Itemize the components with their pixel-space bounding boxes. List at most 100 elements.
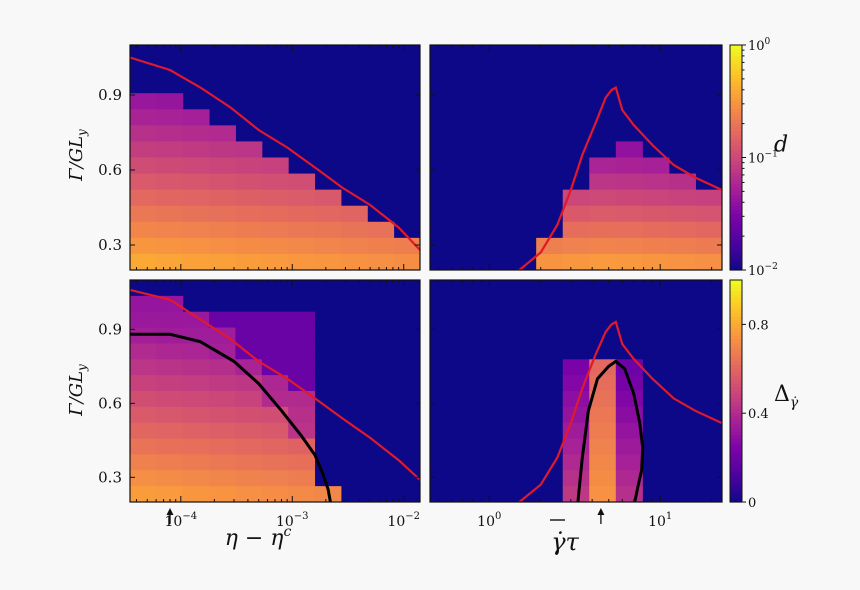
heat-cell [156, 237, 184, 255]
panel-top-right [429, 44, 723, 271]
heat-cell [288, 311, 316, 329]
heat-cell [209, 375, 236, 392]
colorbar-segment [730, 86, 742, 91]
heat-cell [156, 253, 184, 271]
heat-cell [182, 454, 210, 471]
colorbar-label: Δγ̇ [774, 382, 799, 411]
heat-cell [209, 422, 236, 440]
colorbar-segment [730, 127, 742, 132]
heat-cell [615, 253, 643, 271]
heat-cell [668, 189, 696, 207]
heat-cell [156, 109, 184, 126]
heat-cell [288, 470, 316, 487]
heat-cell [589, 359, 617, 376]
heat-cell [615, 422, 643, 440]
heat-cell [235, 454, 263, 471]
colorbar-segment [730, 453, 742, 459]
colorbar-segment [730, 123, 742, 129]
heat-cell [156, 189, 184, 207]
colorbar-segment [730, 195, 742, 200]
colorbar-segment [730, 391, 742, 396]
red-boundary-curve [518, 320, 723, 503]
heat-cell [130, 189, 157, 207]
colorbar-segment [730, 324, 742, 329]
colorbar-segment [730, 93, 742, 99]
heat-cell [209, 359, 236, 376]
heat-cell [130, 173, 157, 191]
heat-cell [589, 221, 617, 239]
colorbar-segment [730, 146, 742, 151]
heat-cell [314, 253, 342, 271]
heat-cell [615, 205, 643, 223]
heat-cell [288, 173, 316, 191]
colorbar-segment [730, 302, 742, 307]
xlabel-right: γ̇τ [550, 519, 580, 556]
heat-cell [156, 454, 184, 471]
colorbar-segment [730, 280, 742, 285]
colorbar-segment [730, 468, 742, 473]
heat-cell [235, 221, 263, 239]
colorbar-segment [730, 379, 742, 385]
colorbar-segment [730, 105, 742, 110]
heat-cell [130, 486, 157, 503]
colorbar-segment [730, 236, 742, 241]
x-tick-label: 10−4 [165, 511, 198, 530]
colorbar-tick-label: 10−2 [748, 262, 778, 279]
heat-cell [235, 157, 263, 175]
colorbar-segment [730, 490, 742, 496]
heat-cell [589, 406, 617, 424]
heat-cell [261, 189, 289, 207]
colorbar-segment [730, 476, 742, 481]
colorbar-tick-label: 0 [748, 496, 756, 511]
colorbar-segment [730, 262, 742, 267]
colorbar-segment [730, 494, 742, 499]
colorbar-segment [730, 210, 742, 215]
heat-cell [589, 253, 617, 271]
colorbar-segment [730, 309, 742, 314]
heat-cell [642, 253, 670, 271]
colorbar-segment [730, 168, 742, 174]
heat-cell [288, 221, 316, 239]
colorbar-segment [730, 409, 742, 414]
heat-cell [130, 109, 157, 126]
heat-cell [209, 253, 236, 271]
panel-bottom-right: 100 101 [429, 279, 723, 530]
colorbar-segment [730, 346, 742, 351]
heat-cell [182, 422, 210, 440]
colorbar-segment [730, 255, 742, 260]
red-boundary-curve [129, 56, 421, 251]
colorbar-segment [730, 402, 742, 407]
heat-cell [288, 391, 316, 408]
colorbar-segment [730, 342, 742, 348]
heat-cell [235, 173, 263, 191]
heat-cell [235, 253, 263, 271]
heat-cell [209, 189, 236, 207]
heat-cell [130, 391, 157, 408]
red-boundary-curve [518, 85, 723, 271]
colorbar-segment [730, 60, 742, 65]
heat-cell [314, 189, 342, 207]
colorbar-segment [730, 71, 742, 76]
heat-cell [156, 141, 184, 158]
x-tick-label: 10−2 [387, 511, 420, 530]
colorbar-segment [730, 150, 742, 155]
colorbar-segment [730, 161, 742, 166]
heat-cell [182, 141, 210, 158]
heat-cell [182, 486, 210, 503]
heat-cell [589, 438, 617, 455]
ylabel-top: Γ/GLy [66, 129, 89, 182]
colorbar-segment [730, 183, 742, 189]
colorbar-segment [730, 243, 742, 249]
heat-cell [182, 253, 210, 271]
black-boundary-curve [130, 332, 332, 503]
heat-cell [182, 173, 210, 191]
x-tick-label: 10−3 [276, 511, 309, 530]
colorbar-segment [730, 165, 742, 170]
heat-cell [209, 221, 236, 239]
colorbar-segment [730, 428, 742, 433]
x-tick-label: 101 [648, 511, 672, 530]
colorbar-segment [730, 198, 742, 204]
heat-cell [615, 438, 643, 455]
colorbar-segment [730, 365, 742, 370]
